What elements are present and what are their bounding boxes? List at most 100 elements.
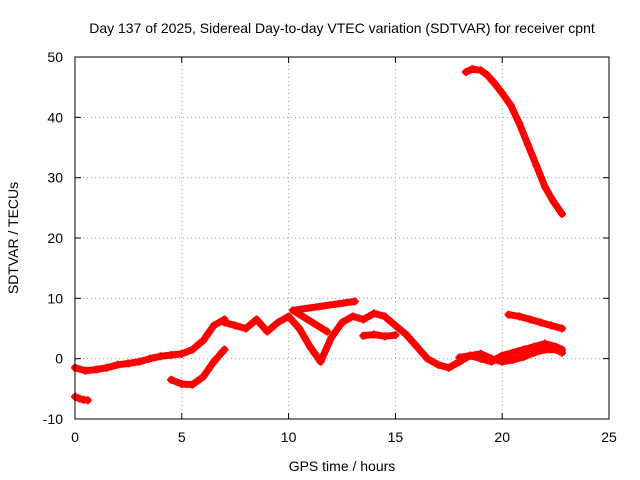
- data-point: [338, 318, 346, 327]
- data-point: [295, 324, 304, 333]
- data-point: [220, 345, 229, 354]
- data-point: [461, 68, 470, 77]
- data-point: [551, 342, 560, 351]
- data-point: [124, 359, 133, 368]
- data-point: [188, 380, 197, 389]
- x-tick-label: 15: [388, 429, 404, 445]
- data-point: [506, 101, 515, 110]
- data-point: [316, 357, 325, 366]
- series-track: [359, 331, 399, 340]
- data-point: [323, 327, 332, 336]
- series-track: [71, 315, 228, 375]
- data-point: [434, 360, 443, 369]
- data-point: [515, 119, 524, 128]
- data-point: [558, 209, 567, 218]
- x-tick-label: 10: [281, 429, 297, 445]
- data-point: [370, 309, 379, 318]
- data-point: [476, 66, 485, 75]
- grid-lines: [75, 57, 609, 419]
- data-point: [220, 318, 229, 327]
- data-point: [305, 342, 314, 351]
- series-track-7: [504, 310, 567, 333]
- data-point: [530, 342, 539, 351]
- data-point: [466, 351, 475, 360]
- data-point: [284, 312, 293, 321]
- data-point: [498, 351, 507, 360]
- series-track-6: [359, 330, 400, 341]
- data-point: [412, 342, 421, 351]
- data-point: [167, 375, 176, 384]
- data-point: [455, 353, 464, 362]
- data-point: [525, 315, 534, 324]
- data-point: [83, 396, 92, 405]
- data-point: [177, 349, 186, 358]
- data-point: [547, 321, 556, 330]
- series-track-2: [71, 315, 229, 375]
- data-point: [523, 140, 532, 149]
- data-point: [156, 352, 165, 361]
- data-point: [177, 380, 186, 389]
- data-point: [370, 330, 379, 339]
- data-point: [75, 394, 84, 403]
- data-point: [402, 330, 411, 339]
- data-point: [288, 306, 297, 315]
- data-point: [113, 360, 122, 369]
- data-point: [504, 310, 513, 319]
- data-point: [273, 318, 282, 327]
- data-point: [391, 331, 400, 340]
- y-tick-label: -10: [43, 411, 63, 427]
- data-point: [103, 363, 112, 372]
- data-point: [241, 324, 250, 333]
- data-point: [444, 363, 453, 372]
- y-tick-label: 20: [47, 230, 63, 246]
- data-point: [423, 354, 432, 363]
- series-track: [462, 65, 566, 218]
- data-point: [145, 354, 154, 363]
- data-point: [540, 182, 549, 191]
- data-point: [380, 312, 389, 321]
- y-tick-label: 30: [47, 170, 63, 186]
- data-point: [199, 336, 208, 345]
- data-point: [209, 321, 218, 330]
- data-point: [515, 312, 524, 321]
- data-point: [487, 357, 496, 366]
- series-track-1: [461, 65, 567, 218]
- y-axis-label: SDTVAR / TECUs: [5, 182, 21, 294]
- x-tick-label: 25: [601, 429, 617, 445]
- series-track-4: [167, 345, 229, 389]
- data-point: [199, 372, 208, 381]
- data-point: [536, 318, 545, 327]
- series-track-8: [455, 339, 567, 366]
- data-point: [498, 89, 507, 98]
- data-series: [71, 65, 567, 405]
- data-point: [508, 355, 517, 364]
- data-point: [476, 354, 485, 363]
- x-tick-label: 20: [494, 429, 510, 445]
- axis-ticks: 0 5 10 15 20 25 -10 0 10 20 30 40 50: [43, 49, 617, 445]
- series-spikes: [288, 297, 359, 336]
- data-point: [558, 324, 567, 333]
- data-point: [81, 366, 90, 375]
- data-point: [558, 345, 567, 354]
- x-tick-label: 0: [71, 429, 79, 445]
- data-point: [209, 357, 218, 366]
- chart-title: Day 137 of 2025, Sidereal Day-to-day VTE…: [89, 20, 595, 36]
- data-point: [359, 331, 368, 340]
- y-tick-label: 0: [55, 351, 63, 367]
- data-point: [508, 348, 517, 357]
- data-point: [519, 345, 528, 354]
- data-point: [263, 327, 272, 336]
- data-point: [359, 315, 368, 324]
- data-point: [135, 357, 144, 366]
- data-point: [348, 312, 357, 321]
- x-axis-label: GPS time / hours: [289, 458, 396, 474]
- y-tick-label: 50: [47, 49, 63, 65]
- data-point: [92, 365, 101, 374]
- data-point: [167, 351, 176, 360]
- data-point: [540, 339, 549, 348]
- data-point: [489, 78, 498, 87]
- y-tick-label: 10: [47, 290, 63, 306]
- data-point: [188, 345, 197, 354]
- data-point: [532, 161, 541, 170]
